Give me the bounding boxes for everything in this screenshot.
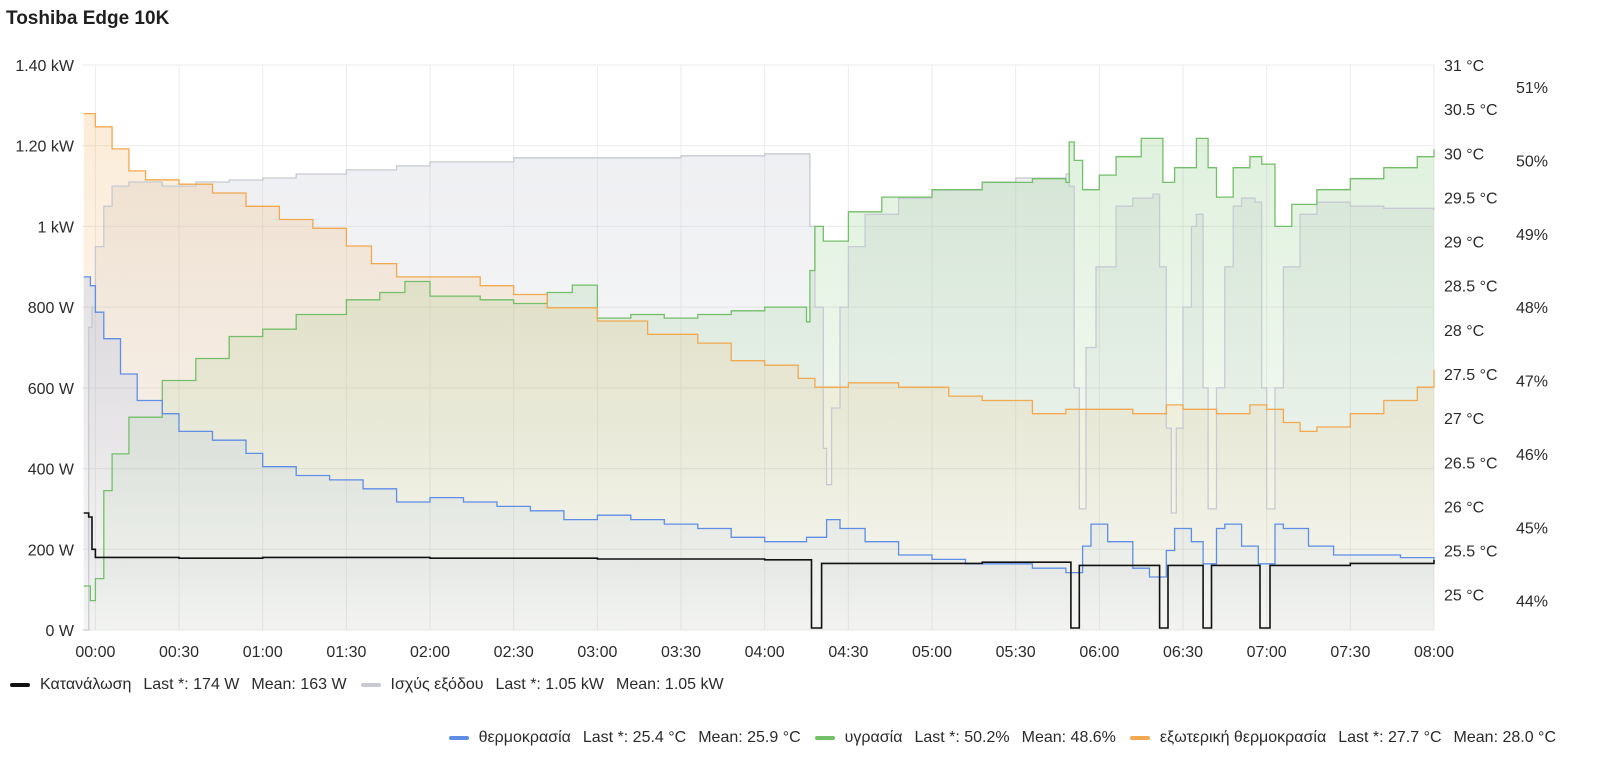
legend-item[interactable]: Ισχύς εξόδου Last *: 1.05 kW Mean: 1.05 kW <box>360 676 724 694</box>
series-area <box>83 513 1435 630</box>
series-area <box>83 113 1435 631</box>
axis-ticks: 0 W 200 W 400 W 600 W 800 W 1 kW 1.20 kW 1.40 k… <box>15 58 1548 661</box>
y-tick-left: 0 W <box>46 623 75 640</box>
y-tick-right-temperature: 31 °C <box>1444 58 1484 75</box>
y-tick-right-humidity: 46% <box>1516 447 1548 464</box>
y-tick-right-temperature: 29 °C <box>1444 235 1484 252</box>
y-tick-right-humidity: 44% <box>1516 594 1548 611</box>
y-tick-left: 800 W <box>28 300 75 317</box>
x-tick: 01:00 <box>243 644 283 661</box>
x-tick: 06:00 <box>1079 644 1119 661</box>
chart: 0 W 200 W 400 W 600 W 800 W 1 kW 1.20 kW 1.40 k… <box>15 58 1548 661</box>
x-tick: 08:00 <box>1414 644 1454 661</box>
legend-item[interactable]: Κατανάλωση Last *: 174 W Mean: 163 W <box>10 676 347 694</box>
y-tick-right-humidity: 45% <box>1516 520 1548 537</box>
y-tick-right-temperature: 27 °C <box>1444 411 1484 428</box>
legend-last-value: Last *: 50.2% <box>914 729 1010 746</box>
x-tick: 07:30 <box>1330 644 1370 661</box>
legend-last-value: Last *: 27.7 °C <box>1338 729 1442 746</box>
y-tick-right-temperature: 25.5 °C <box>1444 544 1498 561</box>
y-tick-left: 1.40 kW <box>15 58 75 75</box>
legend-swatch <box>448 736 469 740</box>
y-tick-left: 200 W <box>28 542 75 559</box>
series-line <box>83 112 1435 433</box>
legend-mean-value: Mean: 25.9 °C <box>698 729 801 746</box>
legend-swatch <box>1129 736 1150 740</box>
legend-series-name: Κατανάλωση <box>40 676 132 693</box>
series-area <box>83 276 1435 630</box>
y-tick-left: 600 W <box>28 381 75 398</box>
x-tick: 04:00 <box>745 644 785 661</box>
x-tick: 05:30 <box>996 644 1036 661</box>
legend-last-value: Last *: 25.4 °C <box>582 729 687 746</box>
y-tick-right-temperature: 30 °C <box>1444 146 1484 163</box>
x-tick: 02:30 <box>494 644 534 661</box>
y-tick-right-humidity: 49% <box>1516 227 1548 244</box>
y-tick-right-humidity: 48% <box>1516 300 1548 317</box>
legend-item[interactable]: εξωτερική θερμοκρασία Last *: 27.7 °C Mean… <box>1129 729 1556 747</box>
y-tick-right-humidity: 47% <box>1516 374 1548 391</box>
legend-row-1: Κατανάλωση Last *: 174 W Mean: 163 W Ισχύς … <box>10 676 738 694</box>
legend-swatch <box>360 683 381 687</box>
series-line <box>83 512 1435 629</box>
series-lines <box>83 112 1435 631</box>
y-tick-right-humidity: 51% <box>1516 80 1548 97</box>
legend-series-name: θερμοκρασία <box>478 729 571 746</box>
legend-mean-value: Mean: 48.6% <box>1021 729 1116 746</box>
legend-row-2: θερμοκρασία Last *: 25.4 °C Mean: 25.9 °C υ… <box>448 729 1570 747</box>
legend-swatch <box>10 683 30 687</box>
y-tick-right-temperature: 27.5 °C <box>1444 367 1498 384</box>
series-line <box>83 276 1435 578</box>
y-tick-left: 1 kW <box>38 219 75 236</box>
legend-mean-value: Mean: 1.05 kW <box>616 676 724 693</box>
legend-mean-value: Mean: 28.0 °C <box>1453 729 1556 746</box>
y-tick-left: 400 W <box>28 462 75 479</box>
x-tick: 00:30 <box>159 644 199 661</box>
y-tick-left: 1.20 kW <box>15 139 75 156</box>
y-tick-right-temperature: 26.5 °C <box>1444 455 1498 472</box>
y-tick-right-temperature: 25 °C <box>1444 588 1484 605</box>
legend-series-name: υγρασία <box>844 729 903 746</box>
legend-mean-value: Mean: 163 W <box>251 676 347 693</box>
y-tick-right-temperature: 28.5 °C <box>1444 279 1498 296</box>
series-line <box>83 137 1435 602</box>
panel-title: Toshiba Edge 10K <box>6 8 170 29</box>
x-tick: 03:00 <box>577 644 617 661</box>
legend-series-name: Ισχύς εξόδου <box>390 676 484 693</box>
y-tick-right-temperature: 26 °C <box>1444 499 1484 516</box>
y-tick-right-temperature: 30.5 °C <box>1444 102 1498 119</box>
legend-swatch <box>814 736 835 740</box>
legend-series-name: εξωτερική θερμοκρασία <box>1159 729 1327 746</box>
x-tick: 07:00 <box>1247 644 1287 661</box>
x-tick: 06:30 <box>1163 644 1203 661</box>
series-areas <box>83 113 1435 631</box>
x-tick: 04:30 <box>828 644 868 661</box>
x-tick: 01:30 <box>326 644 366 661</box>
y-tick-right-humidity: 50% <box>1516 153 1548 170</box>
y-tick-right-temperature: 28 °C <box>1444 323 1484 340</box>
x-tick: 02:00 <box>410 644 450 661</box>
x-tick: 00:00 <box>75 644 115 661</box>
y-tick-right-temperature: 29.5 °C <box>1444 190 1498 207</box>
x-tick: 05:00 <box>912 644 952 661</box>
legend-last-value: Last *: 174 W <box>143 676 240 693</box>
series-line <box>83 153 1435 631</box>
legend-item[interactable]: υγρασία Last *: 50.2% Mean: 48.6% <box>814 729 1116 747</box>
x-tick: 03:30 <box>661 644 701 661</box>
legend-last-value: Last *: 1.05 kW <box>495 676 605 693</box>
legend-item[interactable]: θερμοκρασία Last *: 25.4 °C Mean: 25.9 °C <box>448 729 801 747</box>
